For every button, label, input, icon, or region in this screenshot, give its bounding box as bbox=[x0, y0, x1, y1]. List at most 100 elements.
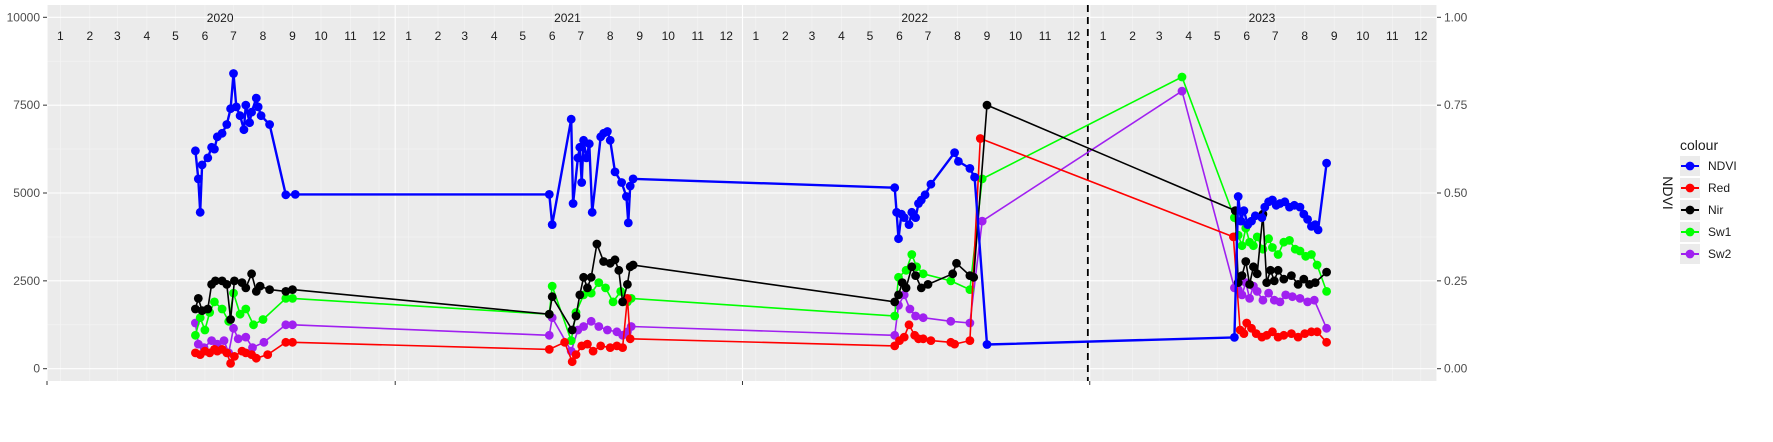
month-label: 6 bbox=[202, 29, 209, 43]
data-point bbox=[952, 258, 961, 268]
data-point bbox=[618, 343, 627, 352]
data-point bbox=[977, 174, 987, 184]
data-point bbox=[579, 272, 588, 282]
right-tick-label: 1.00 bbox=[1444, 10, 1468, 24]
data-point bbox=[603, 127, 612, 136]
month-label: 10 bbox=[662, 29, 676, 43]
legend-key-point bbox=[1685, 249, 1695, 259]
data-point bbox=[547, 292, 557, 302]
data-point bbox=[263, 350, 273, 359]
data-point bbox=[544, 309, 554, 319]
data-point bbox=[1295, 246, 1305, 256]
data-point bbox=[923, 280, 933, 289]
month-label: 11 bbox=[344, 29, 357, 43]
series-ndvi bbox=[191, 69, 1331, 349]
data-point bbox=[251, 353, 261, 363]
data-point bbox=[583, 283, 592, 293]
month-label: 7 bbox=[1272, 29, 1279, 43]
data-point bbox=[281, 287, 291, 296]
data-point bbox=[1285, 236, 1294, 245]
data-point bbox=[926, 179, 936, 189]
month-label: 6 bbox=[896, 29, 903, 43]
data-point bbox=[965, 336, 975, 345]
data-point bbox=[258, 315, 268, 324]
data-point bbox=[1287, 329, 1296, 338]
legend: colour NDVI Red Nir Sw1 Sw2 bbox=[1680, 137, 1737, 264]
data-point bbox=[599, 257, 608, 266]
data-point bbox=[1322, 287, 1331, 296]
data-point bbox=[560, 337, 569, 347]
month-label: 11 bbox=[692, 29, 705, 43]
data-point bbox=[1268, 327, 1277, 337]
data-point bbox=[954, 157, 963, 166]
right-tick-label: 0.75 bbox=[1444, 98, 1468, 112]
right-y-axis: 0.00 0.25 0.50 0.75 1.00 bbox=[1437, 10, 1468, 376]
data-point bbox=[195, 313, 205, 323]
right-tick-label: 0.00 bbox=[1444, 362, 1468, 376]
data-point bbox=[1288, 292, 1297, 302]
left-tick-label: 7500 bbox=[13, 98, 40, 112]
data-point bbox=[253, 102, 263, 112]
data-point bbox=[950, 148, 959, 158]
month-label: 5 bbox=[867, 29, 874, 43]
left-tick-label: 2500 bbox=[13, 274, 40, 288]
data-point bbox=[255, 281, 265, 291]
month-label: 10 bbox=[1009, 29, 1023, 43]
data-point bbox=[229, 323, 238, 333]
legend-label: Red bbox=[1708, 181, 1730, 195]
data-point bbox=[281, 294, 291, 303]
data-point bbox=[1313, 225, 1323, 235]
data-point bbox=[222, 120, 232, 129]
data-point bbox=[1245, 294, 1254, 303]
data-point bbox=[1241, 257, 1251, 266]
data-point bbox=[567, 357, 577, 367]
data-point bbox=[226, 315, 236, 324]
data-point bbox=[288, 294, 297, 303]
data-point bbox=[1250, 211, 1260, 221]
data-point bbox=[281, 337, 291, 347]
month-labels: 1 2 3 4 5 6 7 8 9 10 11 12 1 2 3 4 5 6 7 8 9 10 11 12 1 2 3 4 5 6 7 8 9 1… bbox=[57, 29, 1428, 43]
data-point bbox=[626, 322, 636, 331]
data-point bbox=[249, 320, 258, 330]
data-point bbox=[628, 174, 638, 184]
data-point bbox=[982, 100, 992, 110]
data-point bbox=[911, 271, 920, 280]
data-point bbox=[259, 337, 269, 347]
data-point bbox=[544, 345, 554, 354]
month-label: 4 bbox=[1185, 29, 1192, 43]
series-layer bbox=[191, 69, 1331, 368]
data-point bbox=[907, 250, 917, 259]
data-point bbox=[230, 352, 239, 361]
data-point bbox=[544, 330, 554, 340]
month-label: 9 bbox=[289, 29, 296, 43]
data-point bbox=[965, 318, 975, 328]
data-point bbox=[588, 346, 598, 356]
month-label: 1 bbox=[405, 29, 412, 43]
data-point bbox=[568, 199, 578, 208]
data-point bbox=[946, 276, 956, 286]
data-point bbox=[605, 135, 615, 145]
legend-item-ndvi: NDVI bbox=[1680, 156, 1737, 176]
data-point bbox=[1249, 241, 1258, 251]
data-point bbox=[592, 239, 602, 249]
data-point bbox=[193, 294, 203, 303]
data-point bbox=[217, 304, 227, 314]
data-point bbox=[977, 216, 987, 226]
data-point bbox=[1322, 267, 1331, 277]
data-point bbox=[281, 190, 291, 200]
data-point bbox=[610, 167, 620, 177]
legend-label: Sw1 bbox=[1708, 225, 1732, 239]
month-label: 4 bbox=[491, 29, 498, 43]
month-label: 7 bbox=[577, 29, 584, 43]
data-point bbox=[1237, 241, 1247, 251]
month-label: 3 bbox=[809, 29, 816, 43]
data-point bbox=[211, 276, 220, 286]
data-point bbox=[1177, 86, 1187, 96]
data-point bbox=[191, 330, 200, 340]
month-label: 11 bbox=[1039, 29, 1052, 43]
data-point bbox=[1312, 327, 1322, 337]
month-label: 2 bbox=[782, 29, 789, 43]
right-tick-label: 0.25 bbox=[1444, 274, 1468, 288]
data-point bbox=[571, 311, 581, 321]
data-point bbox=[1279, 274, 1289, 284]
